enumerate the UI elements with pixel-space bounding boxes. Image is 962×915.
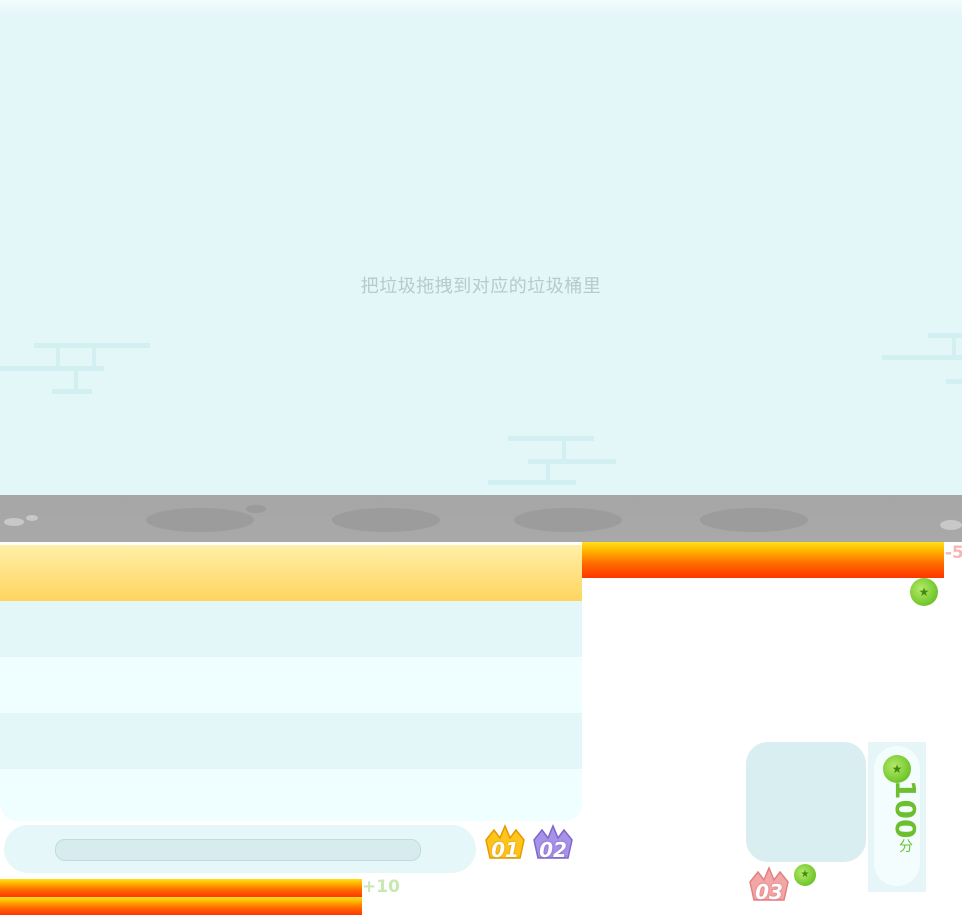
sky-background bbox=[0, 0, 962, 495]
road-strip bbox=[0, 495, 962, 542]
penalty-label: -5 bbox=[945, 543, 962, 563]
cloud-line bbox=[52, 389, 92, 394]
fire-strip bbox=[582, 542, 944, 578]
bonus-label: +10 bbox=[362, 877, 400, 897]
cloud-line bbox=[946, 379, 962, 384]
road-pothole bbox=[700, 508, 808, 532]
score-unit: 分 bbox=[897, 838, 913, 853]
crown-purple-icon: 02 bbox=[530, 824, 576, 866]
fire-strip bbox=[0, 897, 362, 915]
cloud-line bbox=[34, 343, 150, 348]
road-pebble bbox=[246, 505, 266, 513]
cloud-line bbox=[928, 333, 962, 338]
cloud-outlines bbox=[0, 333, 962, 485]
cloud-line bbox=[882, 355, 962, 360]
road-pebble bbox=[26, 515, 38, 521]
crown-purple-label: 02 bbox=[539, 838, 567, 862]
road-pothole bbox=[514, 508, 622, 532]
score-value: 100 bbox=[889, 780, 922, 839]
coin-icon: ★ bbox=[910, 578, 938, 606]
list-row[interactable] bbox=[0, 657, 582, 713]
road-pothole bbox=[146, 508, 254, 532]
cloud-line bbox=[488, 480, 576, 485]
crown-pink-icon: 03 bbox=[746, 866, 792, 908]
item-tile[interactable] bbox=[746, 742, 866, 862]
cloud-line bbox=[528, 459, 616, 464]
road-pothole bbox=[332, 508, 440, 532]
progress-bar-track bbox=[55, 839, 421, 861]
crown-gold-label: 01 bbox=[491, 838, 519, 862]
list-row[interactable] bbox=[0, 601, 582, 657]
list-row[interactable] bbox=[0, 713, 582, 769]
score-display: 100分 bbox=[872, 780, 922, 880]
list-panel bbox=[0, 545, 582, 821]
crown-pink-label: 03 bbox=[755, 880, 783, 904]
crown-gold-icon: 01 bbox=[482, 824, 528, 866]
cloud-line bbox=[508, 436, 594, 441]
fire-strip bbox=[0, 879, 362, 897]
list-row[interactable] bbox=[0, 769, 582, 821]
instruction-text: 把垃圾拖拽到对应的垃圾桶里 bbox=[360, 276, 602, 297]
road-pebble bbox=[940, 520, 962, 530]
road-pebble bbox=[4, 518, 24, 526]
coin-icon: ★ bbox=[794, 864, 816, 886]
list-panel-header bbox=[0, 545, 582, 601]
coin-icon: ★ bbox=[883, 755, 911, 783]
cloud-line bbox=[0, 366, 104, 371]
